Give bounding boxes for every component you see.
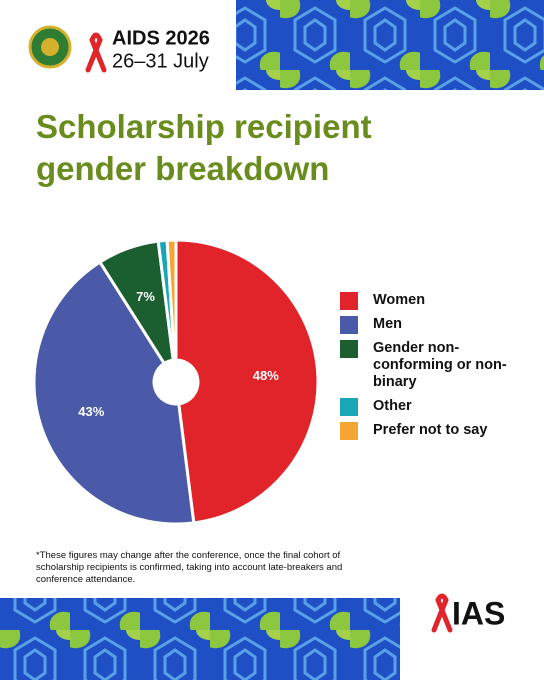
legend-label: Gender non-conforming or non-binary (373, 340, 507, 390)
legend-item: Women (340, 292, 520, 310)
ribbon (85, 32, 107, 73)
legend-item: Prefer not to say (340, 422, 520, 440)
banner-bottom (0, 598, 400, 680)
legend-item: Other (340, 398, 520, 416)
legend-swatch (340, 422, 358, 440)
banner-top (236, 0, 544, 90)
slice (165, 238, 178, 362)
legend-label: Other (373, 398, 412, 414)
brand-ribbon (431, 593, 453, 633)
chart-title: Scholarship recipient gender breakdown (36, 108, 372, 187)
legend-swatch (340, 316, 358, 334)
legend-swatch (340, 398, 358, 416)
value-label: 48% (253, 368, 279, 383)
legend-swatch (340, 292, 358, 310)
value-label: 43% (78, 404, 104, 419)
logo-emblem (28, 25, 72, 69)
event-name: AIDS 2026 (112, 27, 210, 49)
legend-swatch (340, 340, 358, 358)
value-label: 7% (136, 289, 155, 304)
brand: IAS (452, 595, 505, 631)
legend-label: Women (373, 292, 426, 308)
pie: 48% 43% 7% (32, 238, 320, 526)
legend: Women Men Gender non-conforming or non-bin… (340, 292, 520, 446)
legend-label: Prefer not to say (373, 422, 488, 438)
footnote: *These figures may change after the conf… (36, 550, 343, 585)
legend-item: Men (340, 316, 520, 334)
legend-item: Gender non-conforming or non-binary (340, 340, 520, 391)
legend-label: Men (373, 316, 402, 332)
slice (32, 260, 196, 526)
event-dates: 26–31 July (112, 50, 209, 72)
slice (174, 238, 320, 525)
